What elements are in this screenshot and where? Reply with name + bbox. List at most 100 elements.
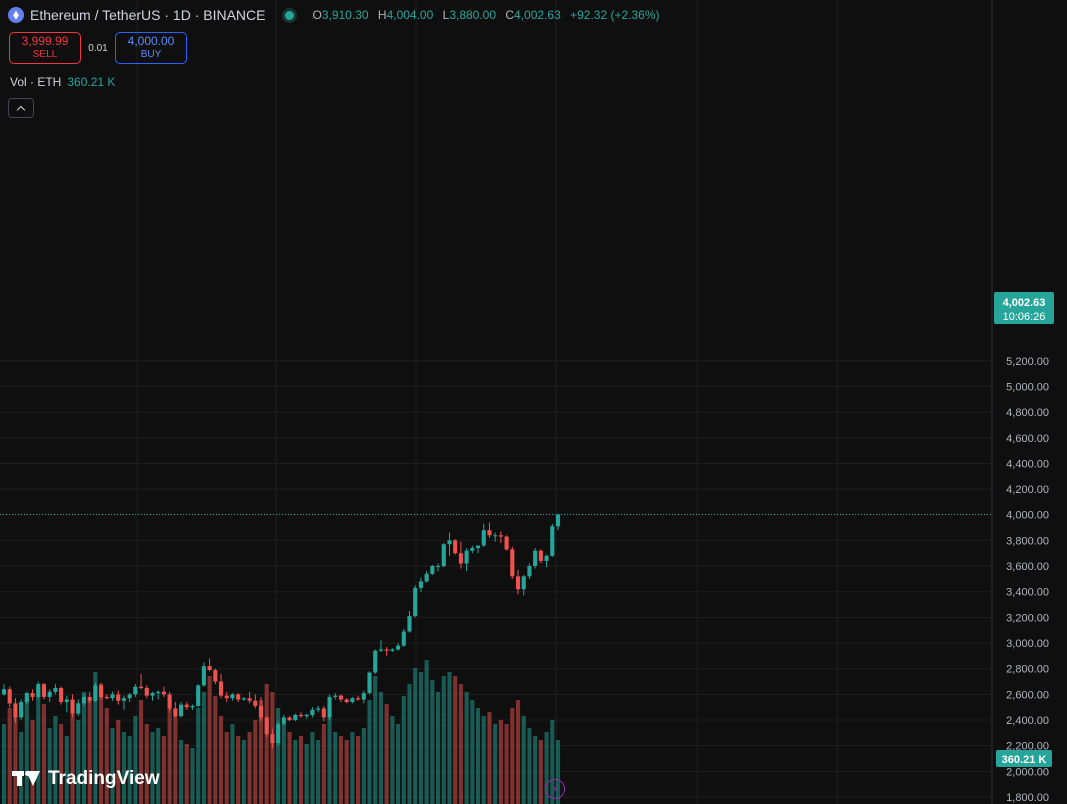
volume-bar <box>430 680 435 804</box>
volume-bar <box>247 732 252 804</box>
price-tick-label: 3,200.00 <box>1006 612 1049 624</box>
candle-body <box>167 694 172 709</box>
candle-body <box>361 693 366 700</box>
candle-body <box>87 696 92 701</box>
volume-bar <box>201 692 206 804</box>
sell-button[interactable]: 3,999.99 SELL <box>9 32 81 64</box>
volume-bar <box>521 716 526 804</box>
volume-bar <box>498 720 503 804</box>
volume-bar <box>30 720 35 804</box>
lightning-icon[interactable]: ⚡ <box>545 779 565 799</box>
open-value: 3,910.30 <box>321 8 369 22</box>
candle-body <box>36 684 41 697</box>
price-tick-label: 2,600.00 <box>1006 689 1049 701</box>
volume-legend-label: Vol · ETH <box>10 75 62 89</box>
candle-body <box>384 649 389 651</box>
volume-bar <box>133 716 138 804</box>
candle-body <box>190 705 195 708</box>
volume-bar <box>196 708 201 804</box>
volume-bar <box>356 736 361 804</box>
tradingview-logo[interactable]: TradingView <box>12 768 160 790</box>
candle-body <box>436 566 441 568</box>
candle-body <box>350 698 355 703</box>
volume-bar <box>378 692 384 804</box>
candle-body <box>178 704 184 717</box>
candle-body <box>1 689 7 695</box>
volume-tag: 360.21 K <box>996 750 1052 767</box>
volume-bar <box>190 748 195 804</box>
volume-bar <box>350 732 355 804</box>
volume-bar <box>504 724 509 804</box>
volume-bar <box>253 720 258 804</box>
volume-bar <box>487 712 492 804</box>
volume-bar <box>173 716 178 804</box>
candle-body <box>521 576 526 590</box>
volume-bar <box>47 728 52 804</box>
volume-bar <box>458 684 463 804</box>
candle-body <box>13 703 18 718</box>
volume-bar <box>13 716 18 804</box>
volume-bar <box>470 700 475 804</box>
candle-body <box>41 684 47 697</box>
candle-body <box>93 685 98 701</box>
volume-bar <box>104 708 109 804</box>
volume-bar <box>510 708 515 804</box>
volume-bar <box>555 740 561 804</box>
volume-bar <box>515 700 521 804</box>
buy-button[interactable]: 4,000.00 BUY <box>115 32 187 64</box>
candle-body <box>207 666 212 670</box>
price-tick-label: 4,800.00 <box>1006 407 1049 419</box>
candle-body <box>70 699 75 714</box>
candle-body <box>133 686 138 695</box>
volume-bar <box>184 744 189 804</box>
candle-body <box>218 681 224 696</box>
candle-body <box>378 649 384 651</box>
candle-body <box>161 691 166 695</box>
candle-body <box>298 714 304 717</box>
candle-body <box>276 723 281 744</box>
volume-bar <box>276 708 281 804</box>
candle-body <box>81 696 87 704</box>
volume-bar <box>110 728 115 804</box>
last-price-label: 4,002.63 <box>1003 297 1046 309</box>
candle-body <box>418 581 423 588</box>
volume-bar <box>424 660 429 804</box>
candle-body <box>270 734 275 744</box>
volume-bar <box>281 724 286 804</box>
price-tick-label: 1,800.00 <box>1006 792 1049 804</box>
volume-legend[interactable]: Vol · ETH 360.21 K <box>10 75 115 89</box>
volume-bar <box>41 704 47 804</box>
candle-body <box>24 693 29 703</box>
candle-body <box>401 631 406 646</box>
volume-bar <box>538 740 543 804</box>
volume-bar <box>81 692 87 804</box>
volume-bar <box>373 676 378 804</box>
candle-body <box>19 702 24 718</box>
volume-bar <box>550 720 555 804</box>
price-tick-label: 4,400.00 <box>1006 458 1049 470</box>
volume-bar <box>87 700 92 804</box>
candle-body <box>396 645 401 650</box>
candle-body <box>544 555 549 561</box>
price-tick-label: 3,000.00 <box>1006 638 1049 650</box>
candle-body <box>344 699 349 703</box>
volume-bar <box>396 724 401 804</box>
symbol-title[interactable]: Ethereum / TetherUS · 1D · BINANCE <box>30 7 266 23</box>
volume-bar <box>344 740 349 804</box>
volume-bar <box>407 684 412 804</box>
price-tick-label: 2,200.00 <box>1006 741 1049 753</box>
volume-bar <box>93 672 98 804</box>
volume-bar <box>224 732 229 804</box>
candlestick-series <box>1 514 561 749</box>
candle-body <box>287 717 292 721</box>
candle-body <box>458 553 463 564</box>
volume-bar <box>241 740 246 804</box>
candle-body <box>213 669 218 682</box>
volume-bar <box>293 740 298 804</box>
volume-bar <box>401 696 406 804</box>
volume-bar <box>24 700 29 804</box>
candle-body <box>241 698 246 700</box>
candle-body <box>156 691 161 694</box>
collapse-chevron-icon[interactable] <box>8 98 34 118</box>
